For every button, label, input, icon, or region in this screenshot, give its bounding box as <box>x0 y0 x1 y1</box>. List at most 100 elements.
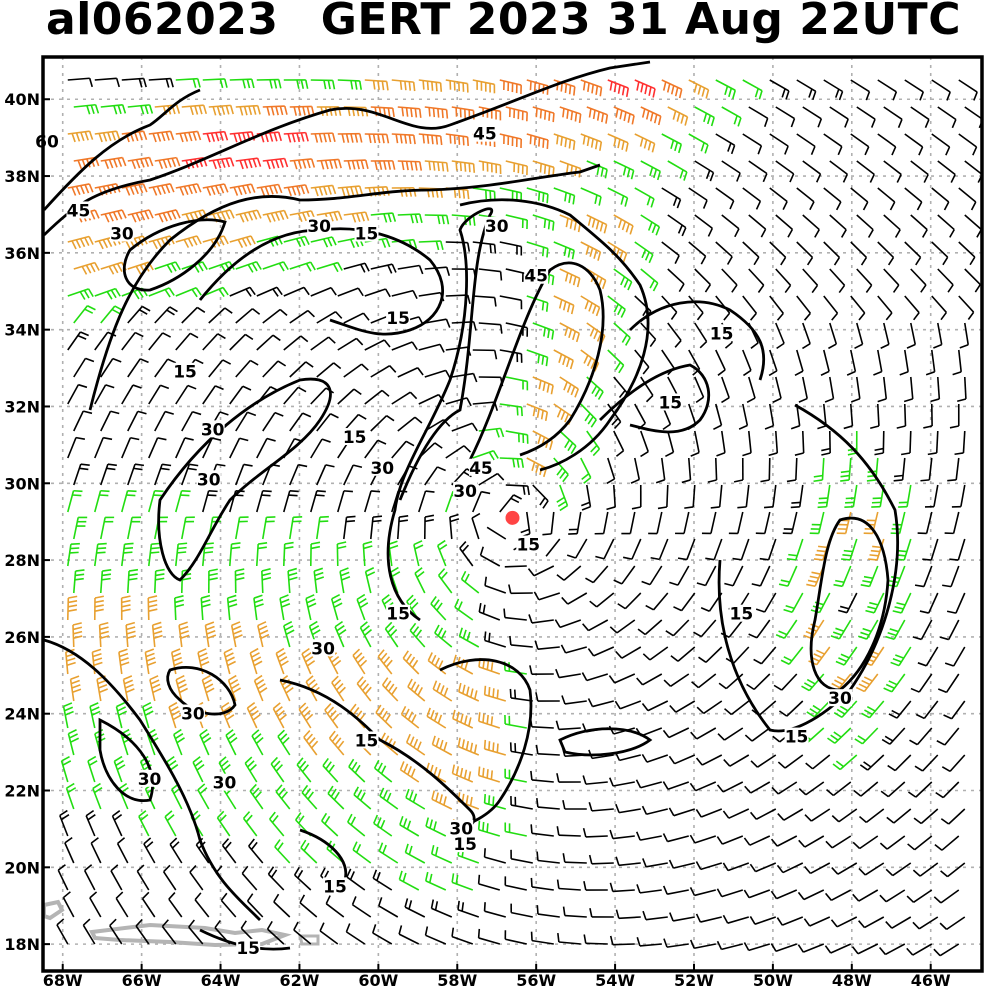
wind-barb <box>154 410 174 432</box>
wind-barb <box>153 516 168 540</box>
wind-barb <box>915 700 939 720</box>
wind-barb <box>748 214 767 238</box>
wind-barb <box>316 413 339 432</box>
wind-barb <box>585 565 609 584</box>
wind-barb <box>722 862 750 872</box>
wind-barb <box>73 463 90 486</box>
wind-barb <box>748 160 768 183</box>
wind-barb <box>486 526 507 540</box>
wind-barb <box>749 862 777 873</box>
wind-barb <box>310 438 331 459</box>
lat-tick-label: 18N <box>4 935 40 954</box>
wind-barb <box>67 130 94 143</box>
wind-barb <box>777 808 804 821</box>
isotach-label-bg <box>516 535 541 553</box>
wind-barb <box>922 538 939 561</box>
wind-barb <box>721 160 741 182</box>
wind-barb <box>67 729 80 756</box>
wind-barb <box>668 807 696 817</box>
wind-barb <box>478 712 501 729</box>
wind-barb <box>471 512 481 540</box>
wind-barb <box>431 790 453 810</box>
wind-barb <box>582 827 608 838</box>
isotach-label-bg <box>212 773 237 791</box>
wind-barb <box>853 781 879 797</box>
wind-barb <box>256 334 281 351</box>
wind-barb <box>688 79 710 99</box>
wind-barb <box>923 403 933 429</box>
wind-barb <box>136 864 150 891</box>
isotach-label-bg <box>180 704 205 722</box>
wind-barb <box>527 565 555 577</box>
wind-barb <box>175 183 202 196</box>
wind-barb <box>959 322 970 349</box>
wind-barb <box>499 241 523 256</box>
isotach-label: 30 <box>449 820 473 840</box>
wind-barb <box>553 187 576 205</box>
wind-barb <box>608 673 636 684</box>
wind-barb <box>852 835 879 850</box>
wind-barb <box>589 907 614 918</box>
wind-barb <box>802 160 822 183</box>
isotach-label: 30 <box>370 459 394 479</box>
wind-barb <box>402 650 420 675</box>
wind-barb <box>715 187 735 210</box>
wind-barb <box>499 457 525 468</box>
wind-barb <box>648 511 663 535</box>
wind-barb <box>607 187 629 207</box>
wind-barb <box>170 648 183 675</box>
wind-barb <box>958 187 977 211</box>
wind-barb <box>301 647 316 675</box>
wind-barb <box>98 621 110 648</box>
wind-barb <box>116 837 129 864</box>
wind-barb <box>829 160 849 183</box>
wind-barb <box>67 183 94 196</box>
wind-barb <box>364 79 389 91</box>
lat-tick-label: 26N <box>4 628 40 647</box>
isotach-label-bg <box>66 201 91 219</box>
lon-tick-label: 62W <box>279 971 319 989</box>
wind-barb <box>794 349 804 377</box>
wind-barb <box>418 490 435 513</box>
wind-barb <box>287 567 298 594</box>
wind-barb <box>504 822 527 837</box>
wind-barb <box>175 332 199 351</box>
wind-barb <box>93 595 104 621</box>
isotach-label-bg <box>370 458 395 476</box>
wind-barb <box>529 665 554 675</box>
wind-barb <box>844 484 858 508</box>
wind-barb <box>362 540 373 567</box>
wind-barb <box>126 568 139 594</box>
wind-barb <box>665 430 675 458</box>
wind-barb <box>405 733 426 756</box>
wind-barb <box>322 757 339 783</box>
wind-barb <box>580 403 597 428</box>
wind-barb <box>769 241 787 266</box>
wind-barb <box>559 268 581 288</box>
wind-barb <box>640 430 649 458</box>
wind-barb <box>810 592 831 614</box>
wind-barb <box>483 631 507 648</box>
wind-barb <box>424 369 451 379</box>
wind-barb <box>300 839 318 864</box>
wind-barb <box>229 333 254 351</box>
wind-barb <box>813 457 825 483</box>
wind-barb <box>898 484 912 508</box>
wind-barb <box>397 367 424 378</box>
wind-barb <box>451 927 474 945</box>
wind-barb <box>148 287 175 298</box>
wind-barb <box>796 241 814 266</box>
isotach-label: 45 <box>473 125 497 145</box>
wind-barb <box>188 919 204 945</box>
wind-barb <box>559 430 577 455</box>
wind-barb <box>220 892 237 918</box>
wind-barb <box>126 516 142 540</box>
wind-barb <box>665 619 690 637</box>
wind-barb <box>949 403 960 429</box>
wind-barb <box>581 484 592 511</box>
wind-barb <box>147 595 158 621</box>
wind-barb <box>530 931 554 945</box>
wind-barb <box>414 567 426 594</box>
wind-barb <box>622 538 642 560</box>
